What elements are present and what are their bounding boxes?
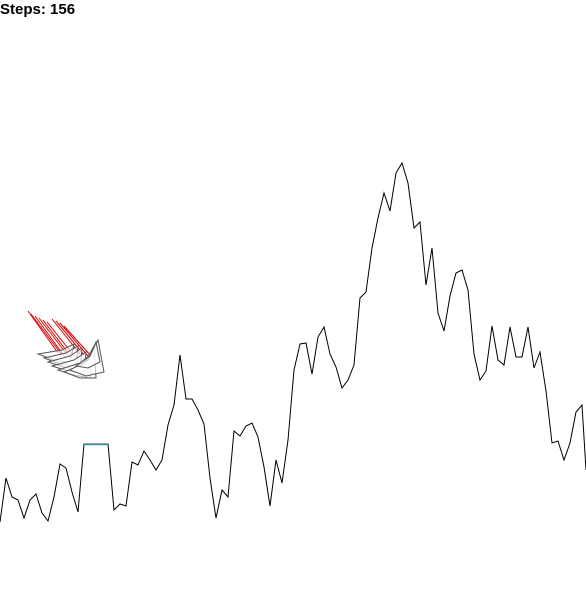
flame-line [63, 325, 93, 358]
flame-line [59, 322, 89, 357]
steps-counter: Steps: 156 [0, 1, 76, 18]
lander-ghost-trail [36, 338, 105, 379]
thrust-flame-trail [27, 310, 93, 359]
lander-ghost [74, 340, 101, 369]
flame-line [27, 310, 59, 354]
terrain-ridge-line [0, 161, 586, 523]
flame-line [30, 313, 63, 356]
